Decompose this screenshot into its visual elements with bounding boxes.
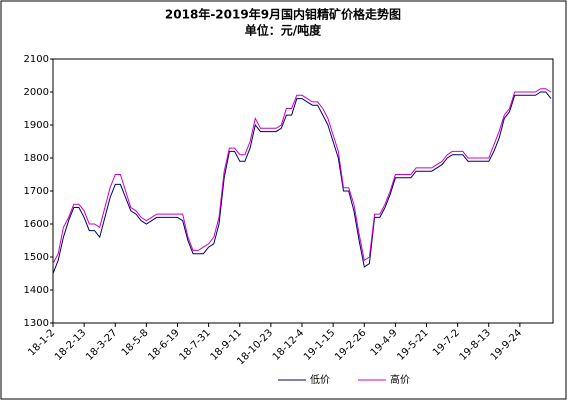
- series-line: [52, 88, 552, 264]
- y-tick-label: 2000: [24, 87, 49, 98]
- series-line: [52, 91, 552, 274]
- chart-subtitle: 单位：元/吨度: [245, 23, 322, 38]
- chart-title: 2018年-2019年9月国内钼精矿价格走势图: [165, 7, 401, 22]
- legend-label: 高价: [390, 373, 410, 386]
- y-tick-label: 1400: [24, 285, 49, 296]
- legend-label: 低价: [310, 373, 330, 386]
- y-tick-label: 1500: [24, 252, 49, 263]
- y-tick-label: 1800: [24, 153, 49, 164]
- y-tick-label: 1900: [24, 120, 49, 131]
- y-tick-label: 1600: [24, 219, 49, 230]
- y-tick-label: 2100: [24, 54, 49, 65]
- y-tick-label: 1300: [24, 318, 49, 329]
- y-tick-label: 1700: [24, 186, 49, 197]
